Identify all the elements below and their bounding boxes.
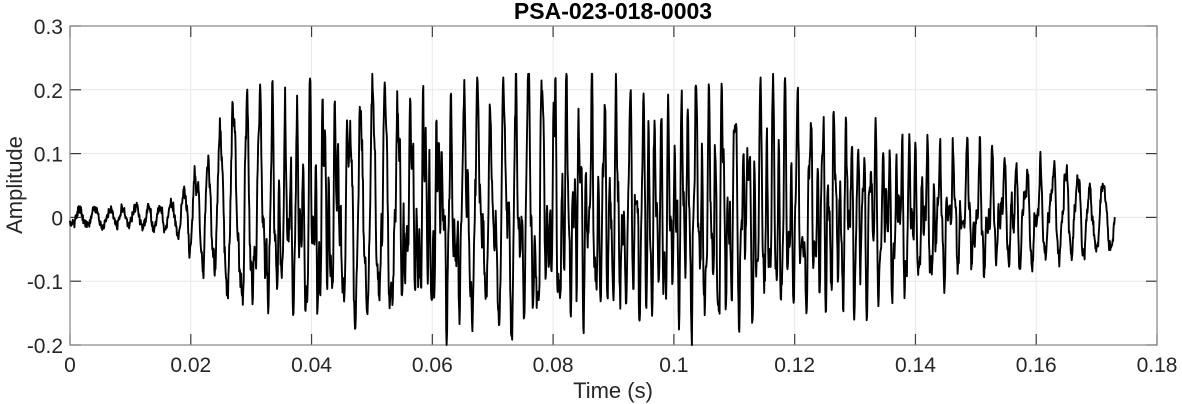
x-tick-label: 0.04 [291,354,332,377]
x-tick-label: 0 [64,354,76,377]
y-tick-label: -0.2 [27,335,63,358]
y-axis-label: Amplitude [2,136,27,234]
x-tick-label: 0.18 [1137,354,1178,377]
plot-border [69,25,1158,346]
tick-label-layer: 0 0.02 0.04 0.06 0.08 0.1 0.12 0.14 0.16 0.18 -0.2… [27,16,1178,377]
x-tick-label: 0.14 [895,354,936,377]
x-tick-label: 0.08 [533,354,574,377]
y-tick-label: 0.3 [34,16,63,39]
x-tick-label: 0.16 [1016,354,1057,377]
y-tick-label: 0.1 [34,144,63,167]
x-tick-label: 0.06 [412,354,453,377]
x-axis-label: Time (s) [573,378,653,403]
waveform-line [69,72,1116,346]
y-tick-label: 0.2 [34,80,63,103]
chart-title: PSA-023-018-0003 [514,0,712,24]
y-tick-label: 0 [51,207,63,230]
x-tick-label: 0.1 [659,354,688,377]
y-tick-label: -0.1 [27,271,63,294]
x-tick-label: 0.12 [774,354,815,377]
x-tick-label: 0.02 [170,354,211,377]
